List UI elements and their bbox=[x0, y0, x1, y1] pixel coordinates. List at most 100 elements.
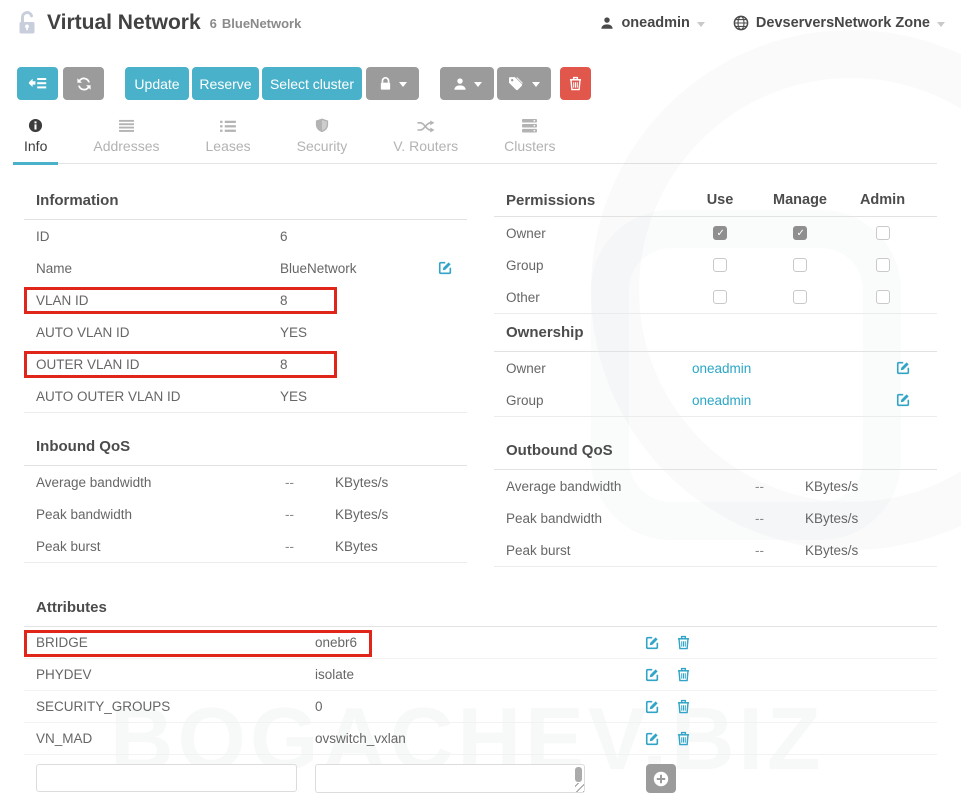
info-panel: Information ID 6 Name BlueNetwork bbox=[0, 184, 961, 801]
col-manage: Manage bbox=[773, 192, 827, 208]
edit-attribute-icon[interactable] bbox=[637, 699, 668, 714]
delete-button[interactable] bbox=[560, 67, 591, 100]
group-link[interactable]: oneadmin bbox=[692, 392, 752, 408]
group-use-checkbox[interactable] bbox=[713, 258, 727, 272]
row-value: BlueNetwork bbox=[280, 260, 357, 276]
delete-attribute-icon[interactable] bbox=[668, 635, 699, 650]
row-label: VLAN ID bbox=[36, 292, 89, 308]
group-admin-checkbox[interactable] bbox=[875, 258, 890, 272]
owner-use-checkbox[interactable] bbox=[713, 226, 727, 240]
attr-value: 0 bbox=[315, 699, 323, 714]
left-column: Information ID 6 Name BlueNetwork bbox=[24, 184, 467, 567]
edit-owner-icon[interactable] bbox=[896, 360, 911, 375]
delete-attribute-icon[interactable] bbox=[668, 699, 699, 714]
zone-menu[interactable]: DevserversNetwork Zone bbox=[733, 15, 945, 31]
row-unit: KBytes/s bbox=[805, 510, 859, 526]
permissions-title: Permissions bbox=[506, 191, 596, 209]
info-row-outer-vlan-id: OUTER VLAN ID 8 bbox=[24, 348, 467, 380]
row-label: AUTO OUTER VLAN ID bbox=[36, 388, 181, 404]
tab-addresses[interactable]: Addresses bbox=[93, 117, 160, 163]
tags-icon bbox=[508, 76, 525, 91]
lock-dropdown-button[interactable] bbox=[366, 67, 419, 100]
row-value: -- bbox=[755, 478, 764, 494]
row-label: Name bbox=[36, 260, 73, 276]
edit-attribute-icon[interactable] bbox=[637, 731, 668, 746]
row-label: OUTER VLAN ID bbox=[36, 356, 140, 372]
refresh-button[interactable] bbox=[63, 67, 104, 100]
attr-row-phydev: PHYDEV isolate bbox=[24, 659, 937, 691]
row-unit: KBytes/s bbox=[805, 542, 859, 558]
qos-row: Peak bandwidth -- KBytes/s bbox=[494, 502, 937, 534]
perm-row-group: Group bbox=[494, 249, 937, 281]
address-list-icon bbox=[118, 117, 134, 133]
tab-info[interactable]: Info bbox=[12, 117, 59, 165]
delete-attribute-icon[interactable] bbox=[668, 731, 699, 746]
resize-grip[interactable] bbox=[575, 783, 584, 792]
row-value: -- bbox=[755, 542, 764, 558]
owner-admin-checkbox[interactable] bbox=[875, 226, 890, 240]
new-attribute-name-input[interactable] bbox=[36, 764, 297, 792]
tab-leases[interactable]: Leases bbox=[206, 117, 251, 163]
qos-row: Peak burst -- KBytes bbox=[24, 530, 467, 562]
owner-manage-checkbox[interactable] bbox=[793, 226, 807, 240]
globe-icon bbox=[733, 15, 749, 31]
qos-row: Peak bandwidth -- KBytes/s bbox=[24, 498, 467, 530]
tab-vrouters[interactable]: V. Routers bbox=[393, 117, 458, 163]
tab-security[interactable]: Security bbox=[296, 117, 348, 163]
row-value: -- bbox=[285, 506, 294, 522]
inbound-qos-title: Inbound QoS bbox=[24, 430, 467, 466]
new-attribute-value-wrapper bbox=[315, 764, 585, 793]
ownership-row-group: Group oneadmin bbox=[494, 384, 937, 416]
permissions-header: Permissions Use Manage Admin bbox=[494, 184, 937, 217]
delete-attribute-icon[interactable] bbox=[668, 667, 699, 682]
row-value: 8 bbox=[280, 292, 288, 308]
row-label: Group bbox=[506, 257, 544, 273]
perm-row-owner: Owner bbox=[494, 217, 937, 249]
row-unit: KBytes/s bbox=[805, 478, 859, 494]
add-attribute-button[interactable] bbox=[646, 764, 676, 793]
right-column: Permissions Use Manage Admin Owner Group bbox=[494, 184, 937, 567]
row-value: YES bbox=[280, 388, 308, 404]
edit-name-icon[interactable] bbox=[438, 260, 453, 275]
other-admin-checkbox[interactable] bbox=[875, 290, 890, 304]
user-icon bbox=[453, 77, 467, 91]
chevron-down-icon bbox=[696, 21, 705, 27]
permissions-table: Owner Group Other bbox=[494, 217, 937, 314]
group-manage-checkbox[interactable] bbox=[793, 258, 807, 272]
other-manage-checkbox[interactable] bbox=[793, 290, 807, 304]
row-label: AUTO VLAN ID bbox=[36, 324, 130, 340]
edit-attribute-icon[interactable] bbox=[637, 635, 668, 650]
update-button[interactable]: Update bbox=[125, 67, 189, 100]
row-label: Average bandwidth bbox=[506, 478, 622, 494]
select-cluster-button[interactable]: Select cluster bbox=[262, 67, 362, 100]
edit-attribute-icon[interactable] bbox=[637, 667, 668, 682]
attr-value: ovswitch_vxlan bbox=[315, 731, 406, 746]
reserve-button[interactable]: Reserve bbox=[192, 67, 259, 100]
row-label: Group bbox=[506, 392, 544, 408]
change-owner-dropdown-button[interactable] bbox=[440, 67, 494, 100]
info-row-vlan-id: VLAN ID 8 bbox=[24, 284, 467, 316]
tab-label: Security bbox=[296, 138, 348, 154]
row-label: Peak bandwidth bbox=[36, 506, 133, 522]
edit-group-icon[interactable] bbox=[896, 392, 911, 407]
back-to-list-button[interactable] bbox=[17, 67, 58, 100]
row-value: YES bbox=[280, 324, 308, 340]
zone-name: DevserversNetwork Zone bbox=[755, 15, 930, 31]
ownership-title: Ownership bbox=[494, 316, 937, 352]
other-use-checkbox[interactable] bbox=[713, 290, 727, 304]
new-attribute-value-textarea[interactable] bbox=[315, 764, 585, 793]
info-row-auto-outer-vlan-id: AUTO OUTER VLAN ID YES bbox=[24, 380, 467, 412]
owner-link[interactable]: oneadmin bbox=[692, 360, 752, 376]
shuffle-icon bbox=[417, 117, 435, 133]
labels-dropdown-button[interactable] bbox=[497, 67, 551, 100]
user-menu[interactable]: oneadmin bbox=[600, 15, 705, 31]
row-unit: KBytes/s bbox=[335, 506, 389, 522]
page-subtitle: 6 BlueNetwork bbox=[210, 16, 302, 31]
chevron-down-icon bbox=[937, 21, 945, 27]
info-icon bbox=[28, 117, 43, 133]
ownership-row-owner: Owner oneadmin bbox=[494, 352, 937, 384]
information-table: ID 6 Name BlueNetwork bbox=[24, 220, 467, 413]
plus-circle-icon bbox=[653, 771, 669, 787]
tab-clusters[interactable]: Clusters bbox=[504, 117, 555, 163]
